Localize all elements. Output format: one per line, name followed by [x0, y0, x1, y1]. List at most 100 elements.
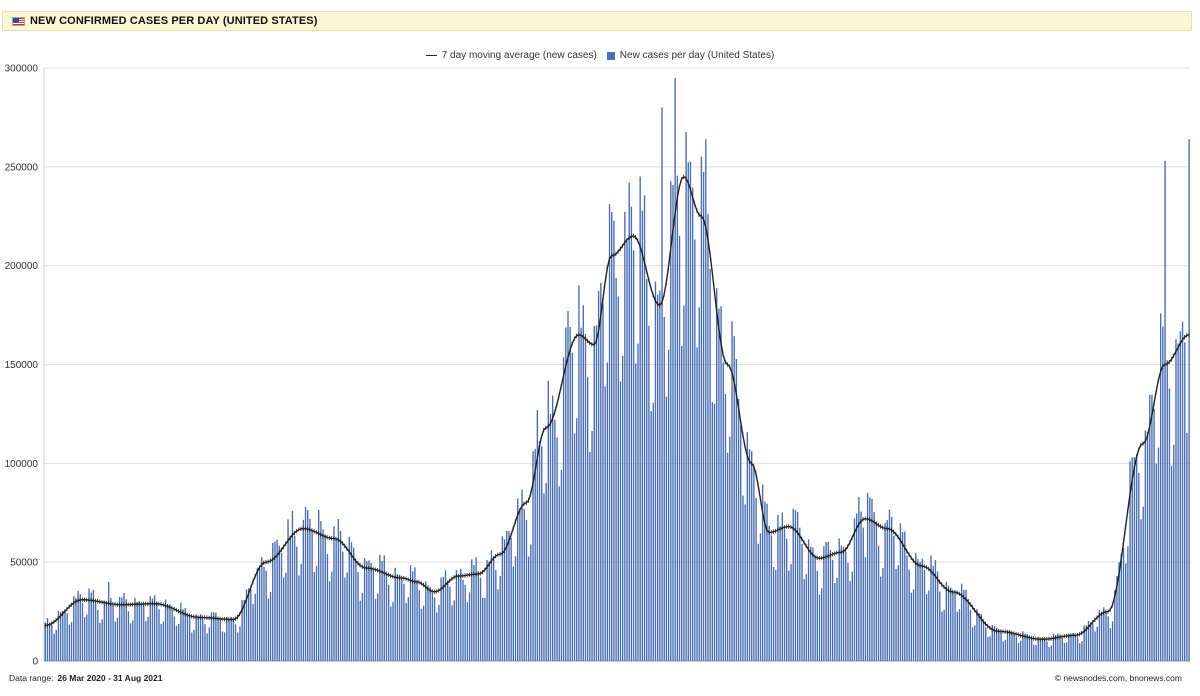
bar[interactable]	[197, 616, 200, 661]
bar[interactable]	[77, 590, 79, 661]
bar[interactable]	[705, 139, 707, 662]
bar[interactable]	[156, 602, 158, 661]
bar[interactable]	[794, 510, 797, 661]
bar[interactable]	[147, 616, 149, 661]
bar[interactable]	[272, 542, 274, 661]
bar[interactable]	[324, 534, 326, 661]
bar[interactable]	[274, 541, 276, 661]
bar[interactable]	[464, 585, 466, 661]
bar[interactable]	[893, 535, 895, 661]
bar[interactable]	[171, 609, 173, 661]
bar[interactable]	[1013, 633, 1015, 661]
bar[interactable]	[320, 521, 322, 661]
bar[interactable]	[646, 278, 648, 661]
bar[interactable]	[866, 492, 869, 661]
bar[interactable]	[810, 546, 812, 661]
bar[interactable]	[1057, 633, 1059, 661]
bar[interactable]	[123, 592, 125, 661]
bar[interactable]	[105, 602, 108, 661]
bar[interactable]	[337, 519, 340, 661]
bar[interactable]	[1011, 632, 1013, 661]
bar[interactable]	[641, 210, 644, 662]
bar[interactable]	[145, 621, 147, 661]
bar[interactable]	[112, 605, 114, 661]
bar[interactable]	[296, 546, 298, 661]
bar[interactable]	[344, 577, 346, 661]
bar[interactable]	[97, 609, 99, 661]
bar[interactable]	[517, 498, 519, 661]
bar[interactable]	[1085, 625, 1088, 661]
bar[interactable]	[153, 595, 156, 661]
bar[interactable]	[1140, 519, 1142, 661]
bar[interactable]	[313, 572, 315, 661]
bar[interactable]	[217, 617, 219, 661]
bar[interactable]	[1022, 631, 1024, 661]
bar[interactable]	[1061, 638, 1063, 661]
bar[interactable]	[624, 211, 626, 661]
bar[interactable]	[363, 557, 366, 661]
bar[interactable]	[947, 585, 950, 661]
bar[interactable]	[377, 593, 379, 661]
bar[interactable]	[895, 568, 897, 661]
bar[interactable]	[534, 448, 536, 661]
bar[interactable]	[379, 554, 381, 661]
legend-item-moving-average[interactable]: 7 day moving average (new cases)	[425, 50, 597, 61]
bar[interactable]	[1131, 457, 1133, 661]
bar[interactable]	[449, 586, 451, 661]
bar[interactable]	[88, 588, 90, 661]
bar[interactable]	[807, 539, 810, 661]
bar[interactable]	[971, 627, 974, 661]
bar[interactable]	[989, 636, 991, 661]
bar[interactable]	[359, 600, 361, 661]
bar[interactable]	[748, 449, 751, 661]
bar[interactable]	[1076, 637, 1079, 661]
bar[interactable]	[1037, 637, 1039, 661]
bar[interactable]	[497, 589, 499, 661]
bar[interactable]	[184, 608, 186, 661]
bar[interactable]	[433, 597, 436, 661]
bar[interactable]	[390, 606, 392, 661]
bar[interactable]	[381, 560, 383, 661]
bar[interactable]	[915, 552, 917, 661]
bar[interactable]	[1035, 644, 1037, 661]
bar[interactable]	[899, 523, 902, 661]
bar[interactable]	[906, 555, 908, 661]
bar[interactable]	[512, 566, 515, 661]
bar[interactable]	[781, 512, 784, 661]
bar[interactable]	[1033, 644, 1035, 661]
bar[interactable]	[934, 560, 937, 661]
bar[interactable]	[593, 326, 595, 661]
bar[interactable]	[385, 572, 388, 661]
bar[interactable]	[173, 616, 176, 661]
bar[interactable]	[1118, 562, 1120, 661]
bar[interactable]	[580, 327, 582, 661]
bar[interactable]	[92, 589, 95, 661]
bar[interactable]	[643, 195, 646, 661]
bar[interactable]	[333, 526, 335, 661]
bar[interactable]	[632, 250, 635, 661]
bar[interactable]	[1124, 563, 1127, 661]
bar[interactable]	[226, 617, 228, 661]
bar[interactable]	[654, 281, 657, 661]
bar[interactable]	[709, 268, 711, 661]
bar[interactable]	[720, 306, 722, 661]
bar[interactable]	[724, 394, 727, 661]
bar[interactable]	[698, 307, 700, 661]
bar[interactable]	[1159, 313, 1162, 661]
bar[interactable]	[1090, 623, 1092, 661]
bar[interactable]	[530, 544, 532, 662]
bar[interactable]	[1146, 431, 1149, 661]
bar[interactable]	[759, 533, 762, 661]
bar[interactable]	[897, 565, 899, 661]
bar[interactable]	[317, 509, 320, 661]
bar[interactable]	[134, 597, 136, 661]
bar[interactable]	[116, 617, 119, 661]
bar[interactable]	[543, 493, 545, 661]
bar[interactable]	[1039, 638, 1042, 661]
bar[interactable]	[143, 605, 145, 661]
bar[interactable]	[164, 599, 167, 662]
bar[interactable]	[484, 598, 486, 661]
bar[interactable]	[431, 593, 434, 661]
bar[interactable]	[412, 571, 414, 661]
bar[interactable]	[501, 536, 504, 661]
